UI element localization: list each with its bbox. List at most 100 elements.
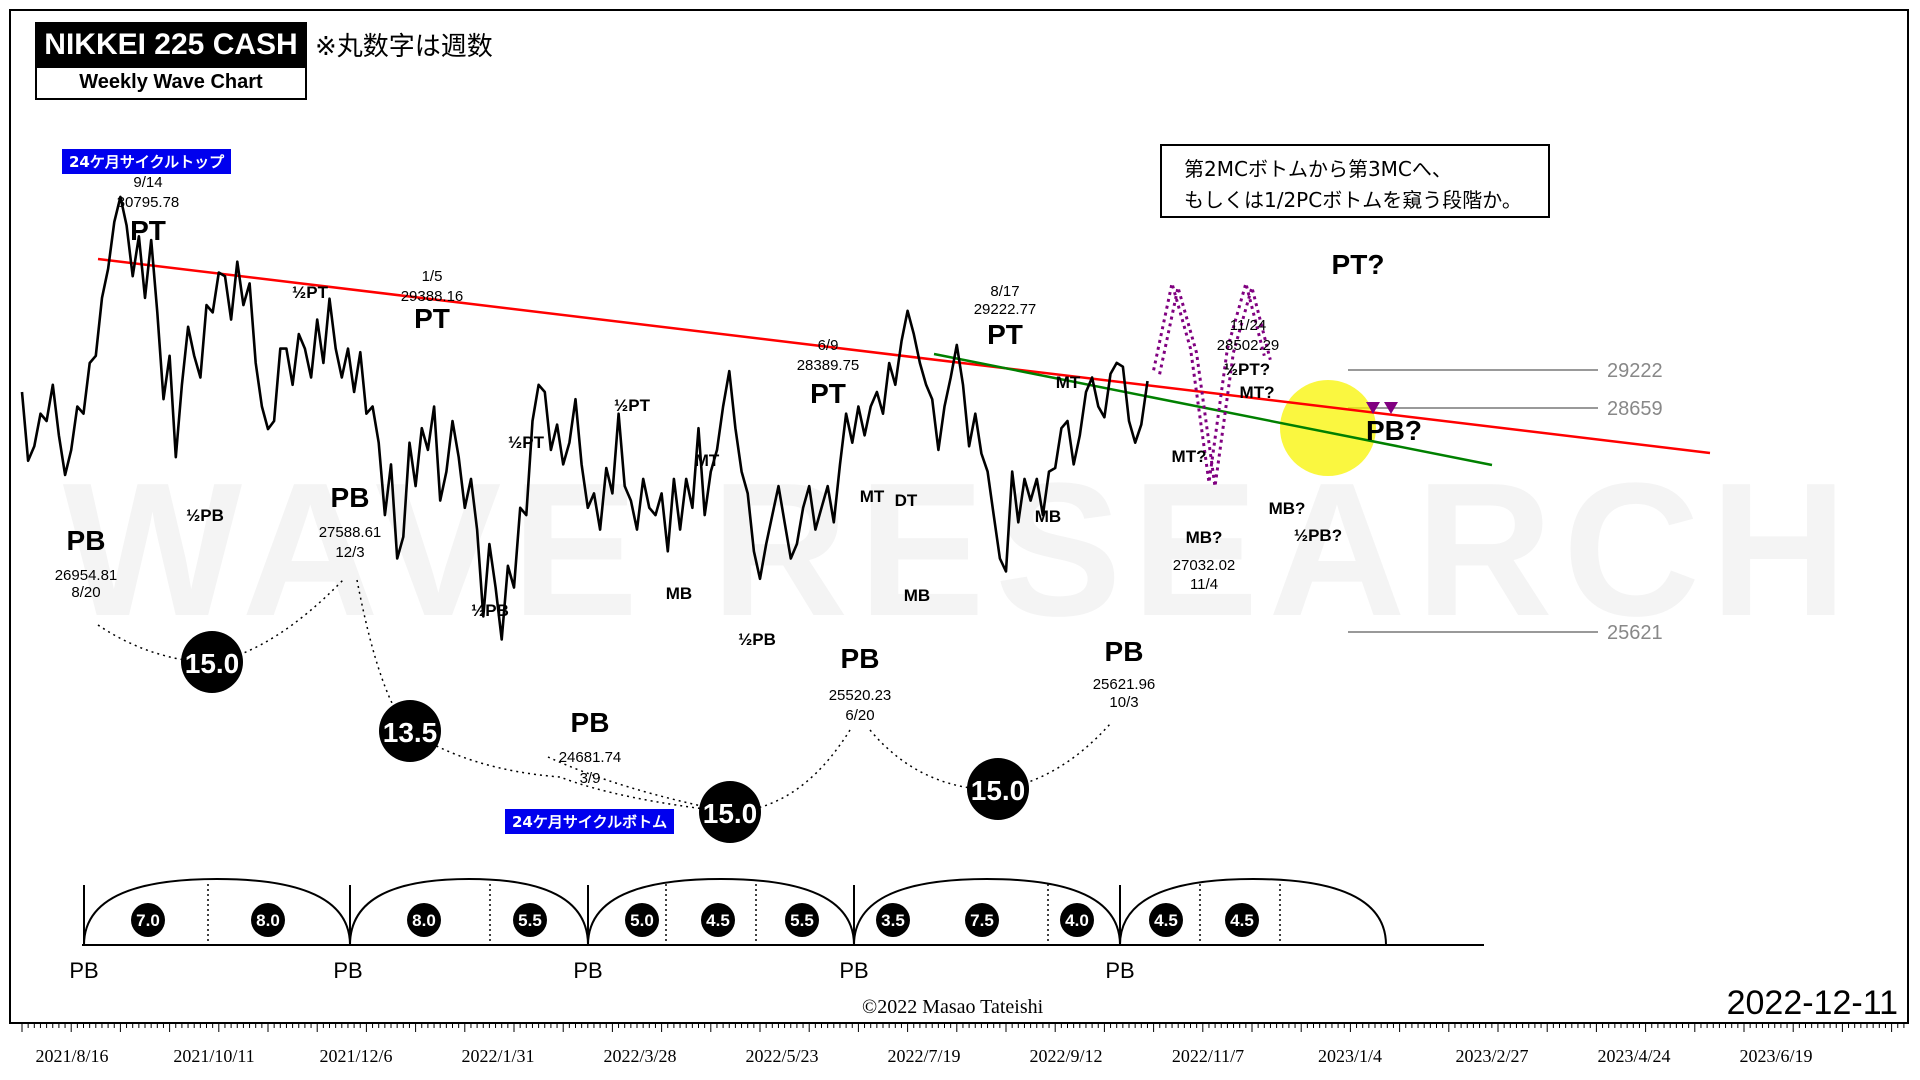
cycle-arc	[356, 579, 731, 813]
wave-label: PT	[130, 215, 166, 246]
wave-label: ½PB	[471, 601, 509, 620]
cycle-count-circle	[181, 631, 243, 693]
sub-cycle-circle	[1060, 903, 1094, 937]
annotation-text: 11/24	[1230, 317, 1266, 334]
annotation-text: 25520.23	[829, 687, 892, 704]
title-note: ※丸数字は週数	[315, 32, 493, 62]
sub-cycle-label: 4.5	[706, 911, 730, 930]
reference-label: 29222	[1607, 360, 1663, 382]
watermark-text: WAVE RESEARCH	[63, 444, 1857, 656]
annotation-text: 1/5	[422, 268, 443, 285]
sub-cycle-label: 5.5	[790, 911, 814, 930]
annotation-text: 8/20	[71, 584, 100, 601]
date-stamp: 2022-12-11	[1726, 984, 1898, 1022]
sub-cycle-circle	[513, 903, 547, 937]
wave-label: MB	[904, 586, 930, 605]
wave-label: PB	[841, 643, 880, 674]
wave-label: ½PB	[186, 506, 224, 525]
wave-label: ½PT	[614, 396, 651, 415]
wave-label: PB	[67, 525, 106, 556]
comment-line-1: 第2MCボトムから第3MCへ、	[1184, 157, 1452, 181]
x-tick-label: 2021/8/16	[35, 1046, 108, 1066]
sub-cycle-label: 3.5	[881, 911, 905, 930]
annotation-text: 27588.61	[319, 524, 382, 541]
wave-label: MB	[1035, 507, 1061, 526]
wave-label: PT?	[1332, 249, 1385, 280]
annotation-text: 6/20	[845, 707, 874, 724]
annotation-text: 11/4	[1190, 576, 1218, 593]
annotation-text: 27032.02	[1173, 557, 1236, 574]
price-line	[20, 195, 1149, 641]
cycle-dome	[853, 877, 1121, 946]
x-tick-label: 2022/3/28	[603, 1046, 676, 1066]
wave-label: ½PT?	[1224, 360, 1270, 379]
cycle-dome	[349, 877, 589, 946]
wave-label: MB	[666, 584, 692, 603]
sub-cycle-circle	[131, 903, 165, 937]
cycle-arc	[869, 723, 1111, 791]
wave-label: ½PT	[508, 433, 545, 452]
x-tick-label: 2022/5/23	[745, 1046, 818, 1066]
cycle-dome	[83, 877, 351, 946]
wave-label: MT	[860, 487, 885, 506]
cycle-count-label: 13.5	[383, 717, 438, 748]
sub-cycle-label: 4.5	[1154, 911, 1178, 930]
annotation-text: 3/9	[580, 770, 601, 787]
x-tick-label: 2021/12/6	[319, 1046, 392, 1066]
cycle-dome	[587, 877, 855, 946]
sub-cycle-circle	[1149, 903, 1183, 937]
x-tick-label: 2022/1/31	[461, 1046, 534, 1066]
projection-arrow-icon	[1384, 402, 1398, 414]
cycle-low-label: PB	[333, 958, 362, 983]
annotation-text: 9/14	[133, 174, 162, 191]
annotation-text: 8/17	[990, 283, 1019, 300]
highlight-circle	[1280, 380, 1376, 476]
title-box: NIKKEI 225 CASH Weekly Wave Chart	[35, 22, 307, 100]
wave-label: PT	[987, 319, 1023, 350]
comment-line-2: もしくは1/2PCボトムを窺う段階か。	[1184, 188, 1522, 212]
sub-cycle-circle	[785, 903, 819, 937]
x-tick-label: 2023/4/24	[1597, 1046, 1670, 1066]
x-tick-label: 2023/1/4	[1318, 1046, 1382, 1066]
cycle-low-label: PB	[839, 958, 868, 983]
projection-arrow-icon	[1366, 402, 1380, 414]
sub-cycle-circle	[1225, 903, 1259, 937]
trend-line	[933, 352, 1493, 467]
wave-label: PT	[414, 303, 450, 334]
x-tick-label: 2022/11/7	[1172, 1046, 1244, 1066]
annotation-text: 28502.29	[1217, 337, 1280, 354]
wave-label: MT?	[1172, 447, 1207, 466]
annotation-text: 24681.74	[559, 749, 622, 766]
wave-label: ½PB	[738, 630, 776, 649]
reference-label: 25621	[1607, 622, 1663, 644]
wave-label: ½PB?	[1294, 526, 1342, 545]
wave-label: DT	[895, 491, 918, 510]
annotation-text: 10/3	[1109, 694, 1138, 711]
cycle-count-label: 15.0	[971, 775, 1026, 806]
copyright: ©2022 Masao Tateishi	[862, 996, 1044, 1018]
annotation-text: 29388.16	[401, 288, 464, 305]
sub-cycle-label: 4.0	[1065, 911, 1089, 930]
sub-cycle-circle	[965, 903, 999, 937]
sub-cycle-circle	[701, 903, 735, 937]
cycle-bottom-tag: 24ケ月サイクルボトム	[505, 809, 675, 834]
x-tick-label: 2023/2/27	[1455, 1046, 1528, 1066]
cycle-low-label: PB	[573, 958, 602, 983]
cycle-top-tag: 24ケ月サイクルトップ	[62, 149, 232, 174]
annotation-text: 25621.96	[1093, 676, 1156, 693]
cycle-dome	[1119, 877, 1387, 946]
reference-label: 28659	[1607, 398, 1663, 420]
sub-cycle-label: 4.5	[1230, 911, 1254, 930]
wave-label: MB?	[1269, 499, 1306, 518]
wave-label: PB	[571, 707, 610, 738]
sub-cycle-label: 5.0	[630, 911, 654, 930]
cycle-low-label: PB	[69, 958, 98, 983]
sub-cycle-label: 7.0	[136, 911, 160, 930]
cycle-count-circle	[379, 700, 441, 762]
chart-subtitle: Weekly Wave Chart	[79, 71, 263, 93]
wave-label: PT	[810, 378, 846, 409]
cycle-count-label: 15.0	[185, 648, 240, 679]
x-tick-label: 2022/7/19	[887, 1046, 960, 1066]
annotation-text: 12/3	[335, 544, 364, 561]
